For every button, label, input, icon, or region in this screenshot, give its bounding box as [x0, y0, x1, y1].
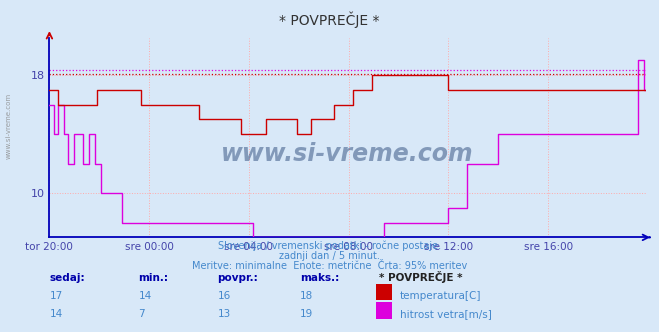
Text: * POVPREČJE *: * POVPREČJE * [379, 271, 463, 283]
Text: Meritve: minimalne  Enote: metrične  Črta: 95% meritev: Meritve: minimalne Enote: metrične Črta:… [192, 261, 467, 271]
Text: 19: 19 [300, 309, 313, 319]
Text: www.si-vreme.com: www.si-vreme.com [5, 93, 11, 159]
Text: hitrost vetra[m/s]: hitrost vetra[m/s] [400, 309, 492, 319]
Text: sedaj:: sedaj: [49, 273, 85, 283]
Text: 18: 18 [300, 291, 313, 301]
Text: 13: 13 [217, 309, 231, 319]
Text: 14: 14 [49, 309, 63, 319]
Text: * POVPREČJE *: * POVPREČJE * [279, 12, 380, 28]
Text: temperatura[C]: temperatura[C] [400, 291, 482, 301]
Text: www.si-vreme.com: www.si-vreme.com [221, 142, 474, 166]
Text: min.:: min.: [138, 273, 169, 283]
Text: 7: 7 [138, 309, 145, 319]
Text: 16: 16 [217, 291, 231, 301]
Text: maks.:: maks.: [300, 273, 339, 283]
Text: 17: 17 [49, 291, 63, 301]
Text: zadnji dan / 5 minut.: zadnji dan / 5 minut. [279, 251, 380, 261]
Text: povpr.:: povpr.: [217, 273, 258, 283]
Text: Slovenija / vremenski podatki - ročne postaje.: Slovenija / vremenski podatki - ročne po… [218, 241, 441, 251]
Text: 14: 14 [138, 291, 152, 301]
